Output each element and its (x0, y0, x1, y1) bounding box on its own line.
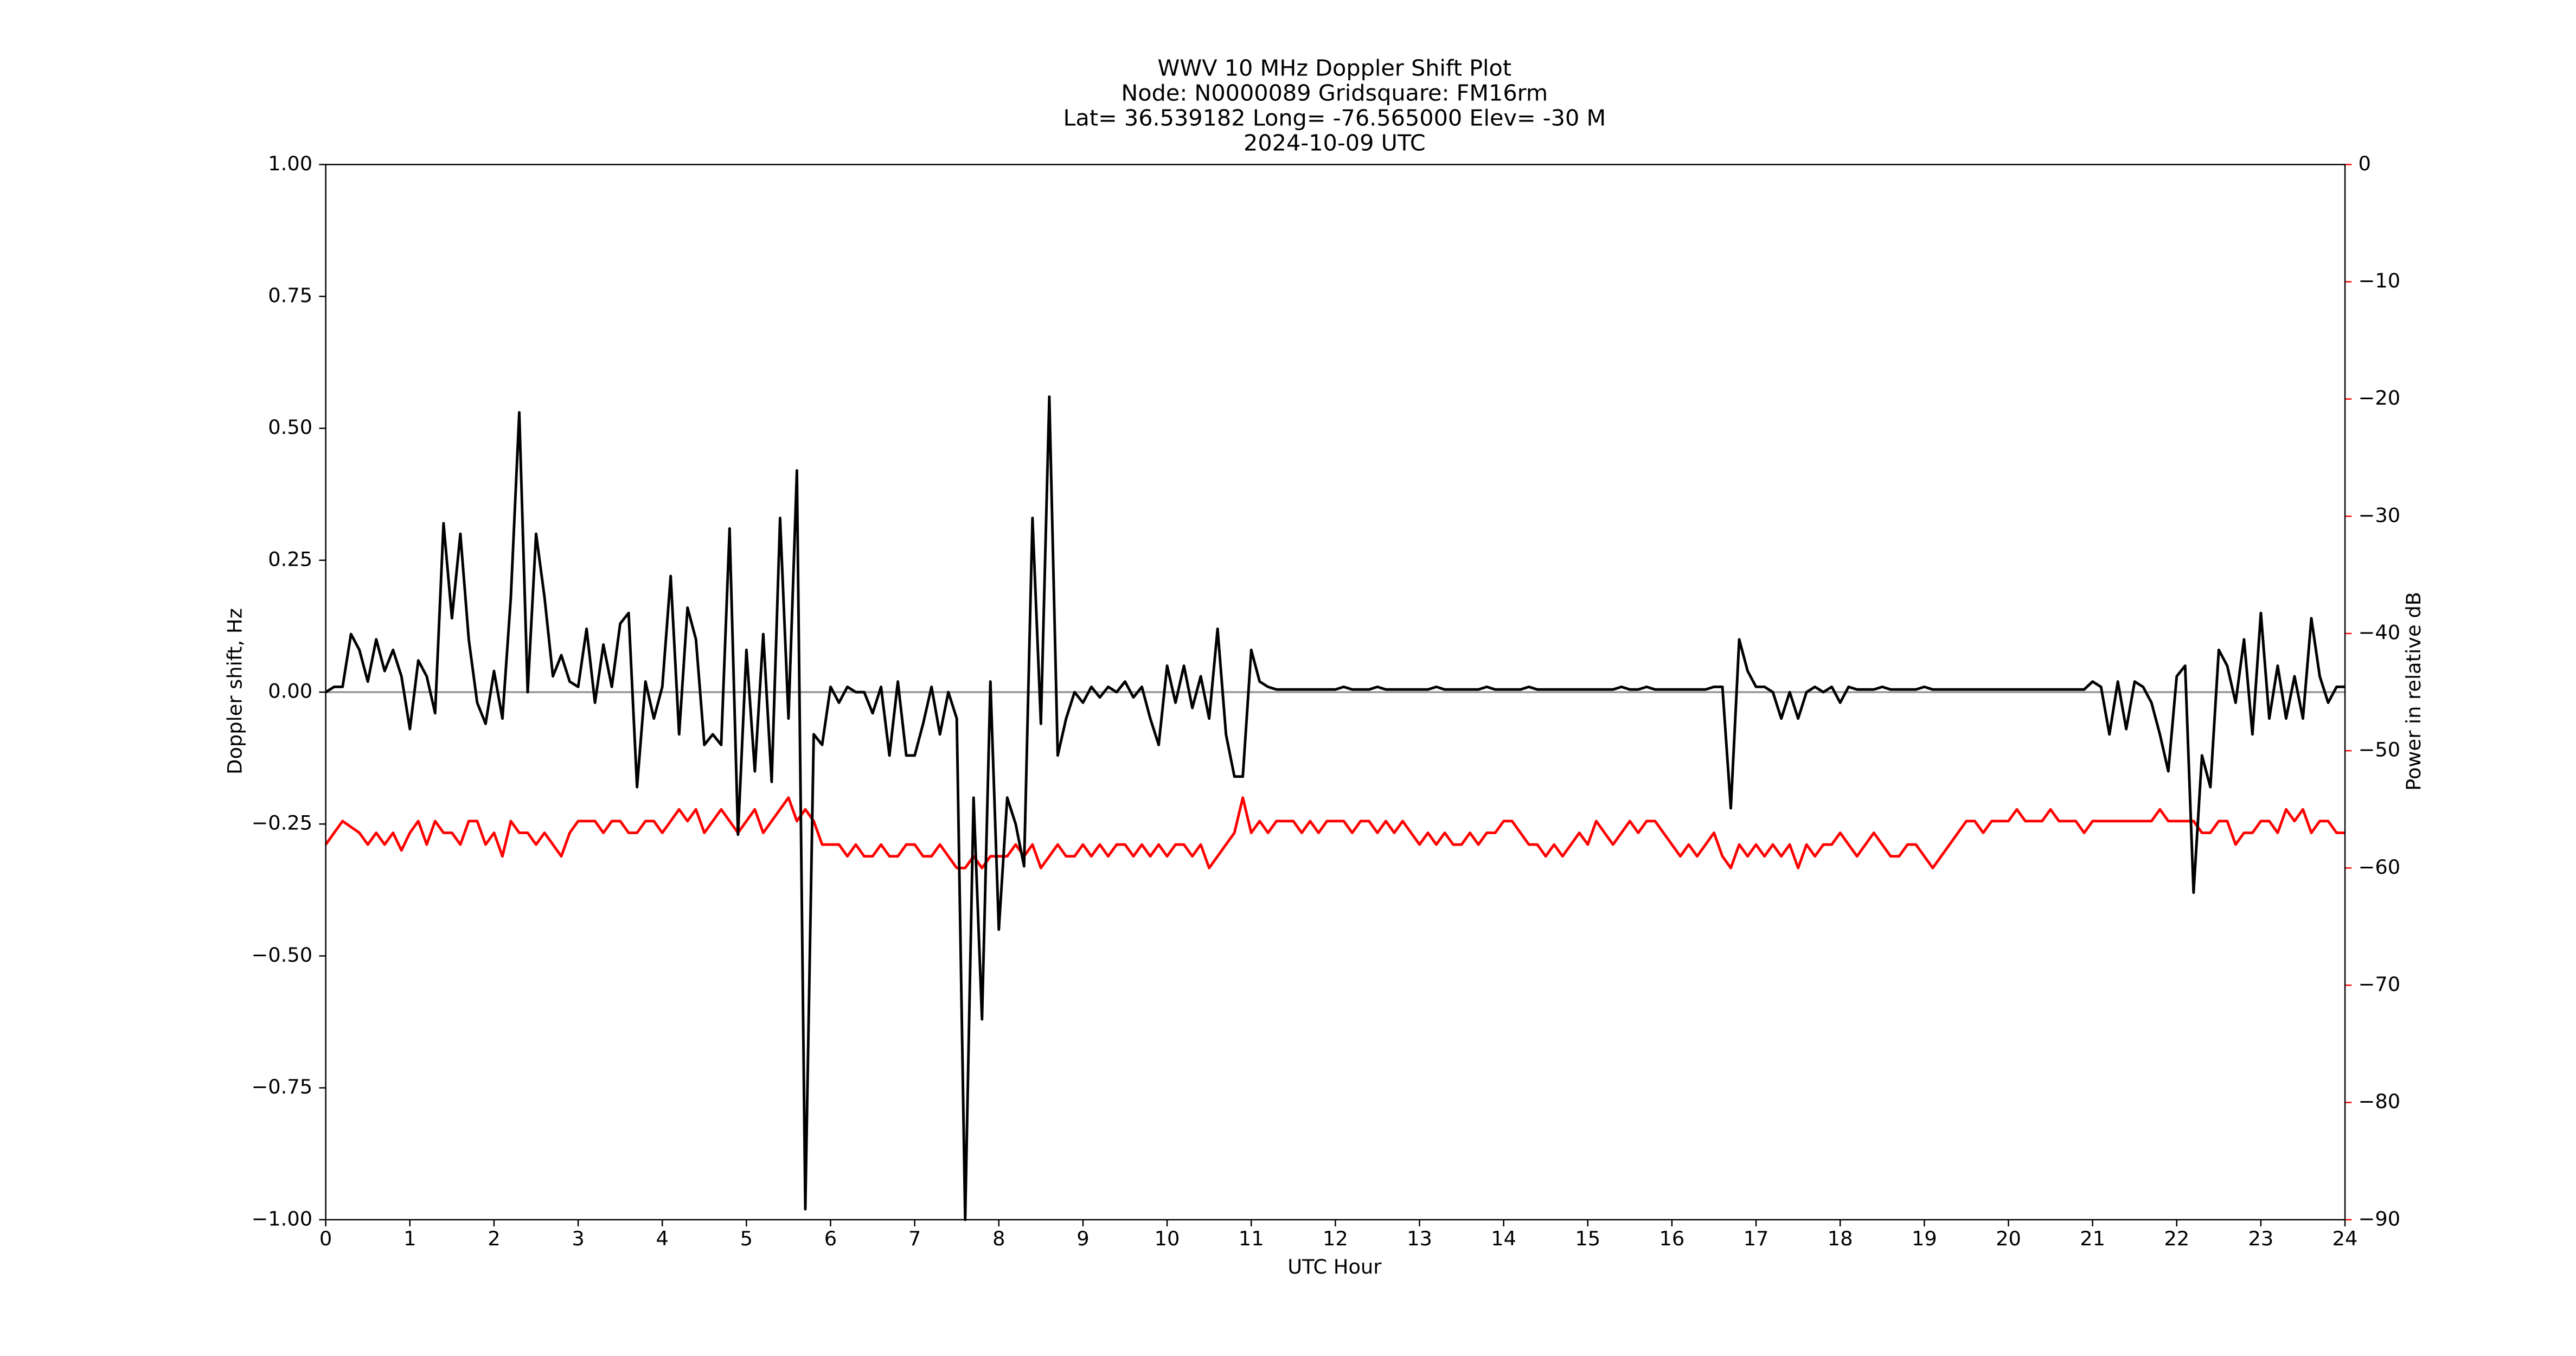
x-tick-label: 23 (2248, 1227, 2274, 1250)
x-tick-label: 4 (656, 1227, 669, 1250)
y2-tick-label: −90 (2359, 1207, 2401, 1230)
y2-tick-label: −30 (2359, 503, 2401, 527)
x-tick-label: 21 (2080, 1227, 2105, 1250)
x-tick-label: 10 (1155, 1227, 1180, 1250)
y2-tick-label: −70 (2359, 973, 2401, 996)
y-tick-label: 0.00 (268, 680, 312, 703)
x-tick-label: 19 (1912, 1227, 1937, 1250)
x-tick-label: 17 (1744, 1227, 1769, 1250)
x-tick-label: 24 (2333, 1227, 2358, 1250)
y-tick-label: −0.75 (251, 1075, 312, 1098)
x-tick-label: 3 (572, 1227, 584, 1250)
x-tick-label: 20 (1996, 1227, 2021, 1250)
x-tick-label: 6 (824, 1227, 837, 1250)
y-tick-label: 0.25 (268, 547, 312, 571)
x-tick-label: 0 (319, 1227, 332, 1250)
x-tick-label: 2 (488, 1227, 500, 1250)
plot-frame (325, 164, 2346, 1220)
y2-tick-label: −40 (2359, 621, 2401, 644)
x-tick-label: 14 (1491, 1227, 1516, 1250)
y2-tick-label: −60 (2359, 855, 2401, 879)
y-tick-label: −1.00 (251, 1207, 312, 1230)
x-tick-label: 13 (1407, 1227, 1432, 1250)
y-tick-label: −0.25 (251, 811, 312, 835)
y-tick-label: 1.00 (268, 152, 312, 175)
y2-tick-label: −80 (2359, 1090, 2401, 1113)
x-tick-label: 9 (1076, 1227, 1089, 1250)
x-tick-label: 22 (2164, 1227, 2189, 1250)
data-line (324, 796, 2346, 869)
y-tick-label: 0.50 (268, 415, 312, 439)
x-tick-label: 8 (992, 1227, 1005, 1250)
x-tick-label: 15 (1575, 1227, 1600, 1250)
x-tick-label: 5 (740, 1227, 753, 1250)
y2-tick-label: 0 (2359, 152, 2371, 175)
data-line (325, 395, 2346, 1221)
x-tick-label: 11 (1239, 1227, 1264, 1250)
chart-subtitle: Lat= 36.539182 Long= -76.565000 Elev= -3… (1063, 105, 1606, 131)
x-tick-label: 16 (1659, 1227, 1685, 1250)
y-tick-label: −0.50 (251, 943, 312, 967)
x-axis-label: UTC Hour (1287, 1255, 1382, 1278)
chart-subtitle: Node: N0000089 Gridsquare: FM16rm (1121, 80, 1548, 106)
y2-axis-label: Power in relative dB (2402, 592, 2425, 791)
y2-tick-label: −20 (2359, 386, 2401, 410)
y2-tick-label: −50 (2359, 738, 2401, 762)
y-axis-label: Doppler shift, Hz (223, 608, 247, 775)
chart-title: WWV 10 MHz Doppler Shift Plot (1158, 55, 1512, 81)
x-tick-label: 7 (908, 1227, 921, 1250)
y2-tick-label: −10 (2359, 269, 2401, 292)
x-tick-label: 1 (403, 1227, 416, 1250)
x-tick-label: 12 (1323, 1227, 1348, 1250)
x-tick-label: 18 (1828, 1227, 1853, 1250)
y-tick-label: 0.75 (268, 284, 312, 307)
chart-subtitle: 2024-10-09 UTC (1244, 130, 1426, 156)
